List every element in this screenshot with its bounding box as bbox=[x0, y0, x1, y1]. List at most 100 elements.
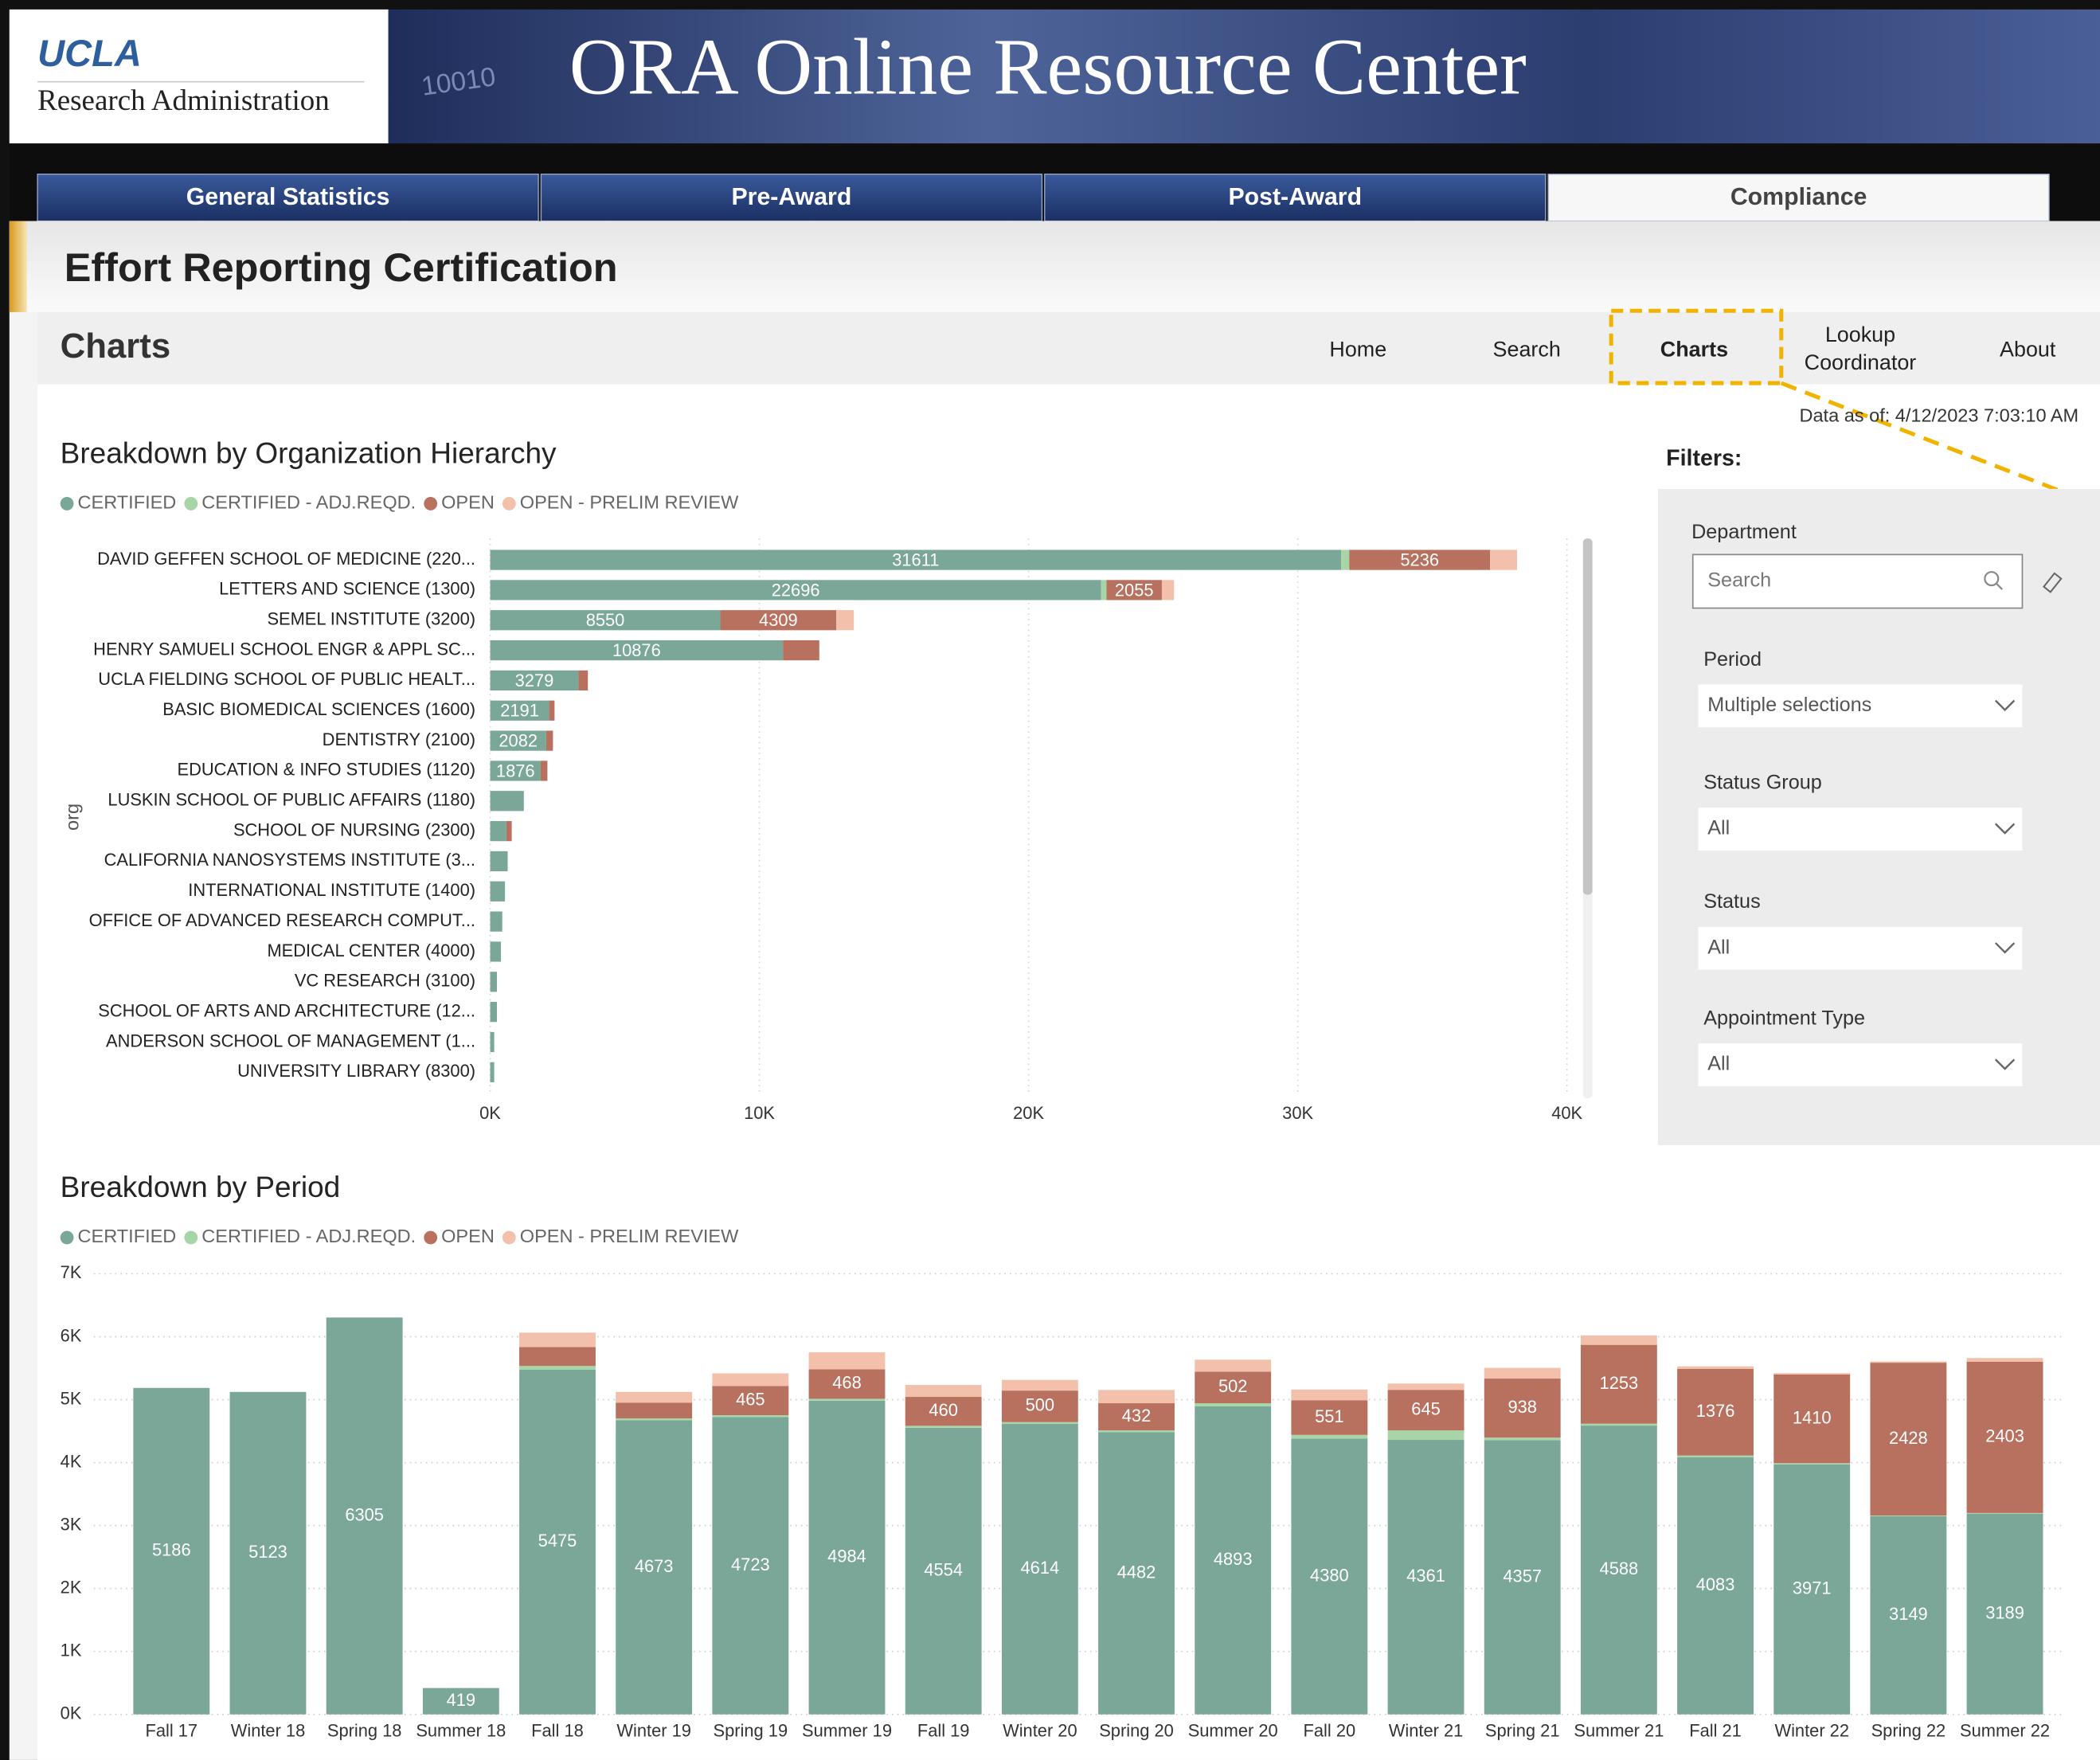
bar-segment bbox=[491, 972, 497, 991]
bar-segment bbox=[1870, 1362, 1946, 1363]
y-tick-label: LETTERS AND SCIENCE (1300) bbox=[219, 579, 475, 599]
y-tick-label: OFFICE OF ADVANCED RESEARCH COMPUT... bbox=[89, 910, 475, 930]
data-label: 22696 bbox=[772, 580, 820, 600]
y-tick-label: 1K bbox=[61, 1640, 82, 1660]
y-tick-label: 2K bbox=[61, 1577, 82, 1597]
data-label: 5123 bbox=[248, 1542, 287, 1562]
x-tick-label: Spring 18 bbox=[327, 1720, 402, 1740]
filter-label: Appointment Type bbox=[1703, 1007, 1865, 1030]
nav-link-box[interactable]: Search bbox=[1460, 316, 1594, 383]
bar-segment bbox=[1101, 580, 1107, 600]
data-label: 2055 bbox=[1115, 580, 1154, 600]
legend-label: OPEN - PRELIM REVIEW bbox=[520, 1226, 739, 1246]
legend-label: CERTIFIED - ADJ.REQD. bbox=[201, 492, 416, 513]
chart-title: Breakdown by Organization Hierarchy bbox=[61, 437, 557, 470]
tab-label[interactable]: Pre-Award bbox=[732, 184, 852, 210]
nav-link[interactable]: Home bbox=[1291, 316, 1425, 383]
data-label: 3279 bbox=[515, 671, 554, 690]
legend-marker bbox=[503, 497, 516, 510]
bar-segment bbox=[1341, 550, 1349, 569]
bar-segment bbox=[616, 1392, 692, 1402]
data-label: 4984 bbox=[827, 1547, 866, 1566]
logo-top: UCLA bbox=[37, 32, 142, 74]
legend-marker bbox=[424, 497, 437, 510]
bar-segment bbox=[1002, 1380, 1078, 1390]
nav-link-box[interactable]: Home bbox=[1291, 316, 1425, 383]
bar-segment bbox=[783, 640, 819, 660]
bar-segment bbox=[809, 1352, 886, 1369]
bar-segment bbox=[836, 610, 854, 630]
nav-link[interactable]: About bbox=[1961, 316, 2094, 383]
nav-link[interactable]: Lookup Coordinator bbox=[1793, 316, 1927, 383]
nav-link-box[interactable]: Charts bbox=[1627, 316, 1761, 383]
dropdown-value: All bbox=[1707, 1053, 1730, 1075]
data-label: 419 bbox=[447, 1690, 475, 1710]
data-label: 2428 bbox=[1889, 1428, 1928, 1448]
tab-label[interactable]: Compliance bbox=[1730, 184, 1867, 210]
y-tick-label: UNIVERSITY LIBRARY (8300) bbox=[237, 1061, 475, 1081]
tab-label[interactable]: General Statistics bbox=[186, 184, 390, 210]
dropdown[interactable] bbox=[1698, 927, 2022, 970]
x-tick-label: Winter 19 bbox=[616, 1720, 691, 1740]
page-title: Effort Reporting Certification bbox=[65, 244, 618, 290]
bar-segment bbox=[1291, 1390, 1367, 1400]
y-tick-label: SCHOOL OF NURSING (2300) bbox=[233, 819, 475, 839]
y-tick-label: 6K bbox=[61, 1325, 82, 1345]
nav-link[interactable]: Charts bbox=[1627, 316, 1761, 383]
data-label: 938 bbox=[1508, 1397, 1536, 1417]
bar-segment bbox=[491, 882, 506, 902]
data-label: 432 bbox=[1122, 1406, 1151, 1426]
data-label: 4673 bbox=[635, 1556, 674, 1576]
data-label: 465 bbox=[736, 1389, 765, 1409]
nav-link-box[interactable]: Lookup Coordinator bbox=[1793, 316, 1927, 383]
legend-marker bbox=[61, 497, 74, 510]
bar-segment bbox=[1195, 1359, 1271, 1371]
screen: UCLA Research Administration 10010 ORA O… bbox=[0, 0, 2100, 1760]
legend-marker bbox=[184, 497, 197, 510]
scrollbar-thumb[interactable] bbox=[1583, 538, 1593, 894]
data-label: 4361 bbox=[1406, 1566, 1445, 1586]
section-bar bbox=[37, 312, 2100, 385]
data-label: 502 bbox=[1218, 1376, 1247, 1396]
y-tick-label: UCLA FIELDING SCHOOL OF PUBLIC HEALT... bbox=[98, 669, 475, 689]
legend-marker bbox=[61, 1231, 74, 1245]
dropdown-value: All bbox=[1707, 936, 1730, 958]
y-tick-label: DAVID GEFFEN SCHOOL OF MEDICINE (220... bbox=[97, 549, 475, 569]
bar-segment bbox=[1967, 1513, 2043, 1514]
bar-segment bbox=[1677, 1456, 1754, 1457]
x-tick-label: Summer 20 bbox=[1188, 1720, 1278, 1740]
legend-marker bbox=[424, 1231, 437, 1245]
bar-segment bbox=[1002, 1422, 1078, 1424]
data-label: 2403 bbox=[1985, 1426, 2024, 1446]
nav-link[interactable]: Search bbox=[1460, 316, 1594, 383]
bar-segment bbox=[1581, 1424, 1657, 1426]
filters-title: Filters: bbox=[1666, 445, 1742, 471]
bar-segment bbox=[1967, 1358, 2043, 1362]
data-label: 4588 bbox=[1600, 1559, 1639, 1578]
tab-label[interactable]: Post-Award bbox=[1228, 184, 1362, 210]
data-label: 4380 bbox=[1310, 1565, 1349, 1585]
y-tick-label: 7K bbox=[61, 1262, 82, 1282]
dropdown[interactable] bbox=[1698, 808, 2022, 851]
data-label: 5186 bbox=[152, 1540, 191, 1560]
y-tick-label: 5K bbox=[61, 1388, 82, 1408]
dropdown[interactable] bbox=[1698, 1043, 2022, 1086]
x-tick-label: Summer 21 bbox=[1574, 1720, 1664, 1740]
nav-link-box[interactable]: About bbox=[1961, 316, 2094, 383]
bar-segment bbox=[491, 821, 506, 841]
legend-marker bbox=[184, 1231, 197, 1245]
chart-title: Breakdown by Period bbox=[61, 1171, 341, 1203]
bar-segment bbox=[491, 1002, 497, 1022]
data-label: 645 bbox=[1411, 1398, 1440, 1418]
bar-segment bbox=[616, 1418, 692, 1420]
x-tick-label: Winter 20 bbox=[1003, 1720, 1077, 1740]
bar-segment bbox=[491, 1032, 495, 1052]
y-tick-label: VC RESEARCH (3100) bbox=[295, 971, 475, 991]
y-axis-title: org bbox=[62, 804, 83, 831]
data-label: 500 bbox=[1026, 1395, 1054, 1415]
data-label: 5475 bbox=[538, 1531, 577, 1551]
data-label: 3149 bbox=[1889, 1604, 1928, 1624]
data-label: 1376 bbox=[1696, 1401, 1735, 1421]
x-tick-label: Fall 17 bbox=[145, 1720, 197, 1740]
dropdown-value: All bbox=[1707, 817, 1730, 839]
